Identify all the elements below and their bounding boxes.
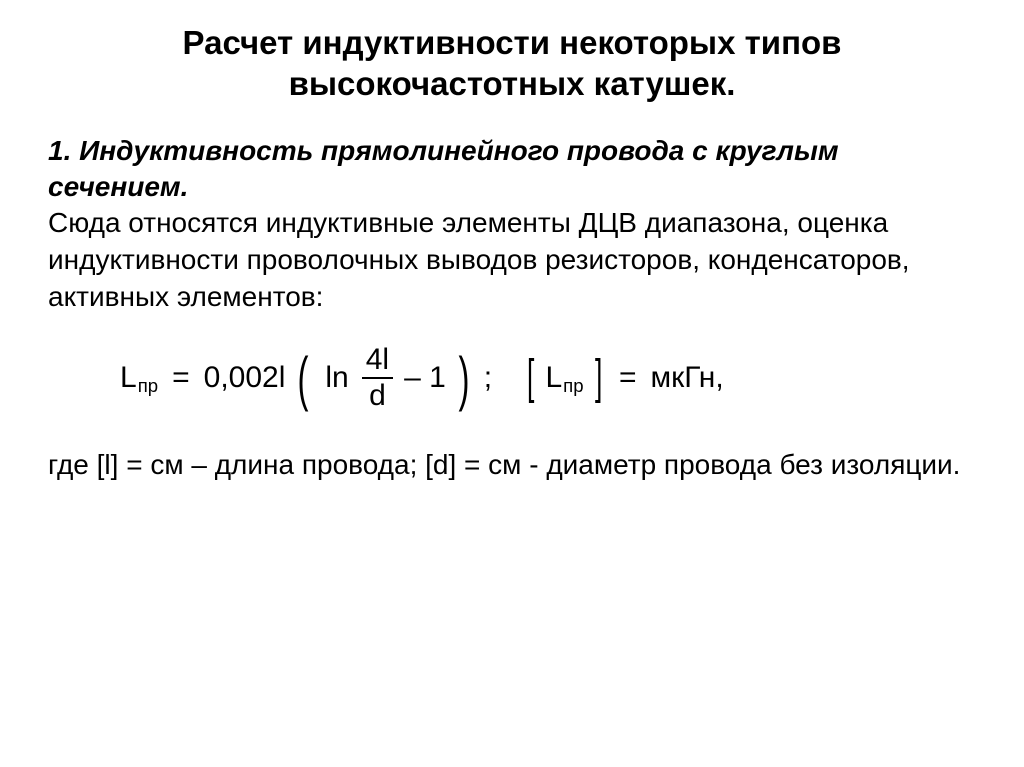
fraction: 4l d — [362, 344, 393, 411]
section-body: Сюда относятся индуктивные элементы ДЦВ … — [48, 205, 976, 316]
fraction-numerator: 4l — [362, 344, 393, 379]
minus-term: – 1 — [404, 363, 446, 393]
equals-sign-2: = — [619, 363, 637, 393]
fraction-denominator: d — [365, 379, 390, 412]
slide-title: Расчет индуктивности некоторых типов выс… — [48, 22, 976, 105]
unit-label: мкГн, — [650, 363, 723, 393]
section-heading: 1. Индуктивность прямолинейного провода … — [48, 133, 976, 206]
subscript-pr-2: пр — [563, 377, 583, 396]
symbol-L-2: L — [545, 363, 562, 393]
formula: L пр = 0,002l ( ln 4l d – 1 ) ; [ L пр ]… — [120, 344, 976, 411]
equals-sign: = — [172, 363, 190, 393]
ln-label: ln — [325, 363, 348, 393]
symbol-L: L — [120, 363, 137, 393]
subscript-pr: пр — [138, 377, 158, 396]
bracket-close: ] — [595, 359, 602, 397]
semicolon: ; — [484, 363, 492, 393]
paren-close: ) — [458, 355, 469, 403]
formula-unit-symbol: L пр — [545, 363, 583, 393]
bracket-open: [ — [527, 359, 534, 397]
slide-container: Расчет индуктивности некоторых типов выс… — [0, 0, 1024, 767]
footnote: где [l] = см – длина провода; [d] = см -… — [48, 447, 976, 484]
coefficient: 0,002l — [204, 363, 286, 393]
formula-lhs: L пр — [120, 363, 158, 393]
paren-open: ( — [298, 355, 309, 403]
